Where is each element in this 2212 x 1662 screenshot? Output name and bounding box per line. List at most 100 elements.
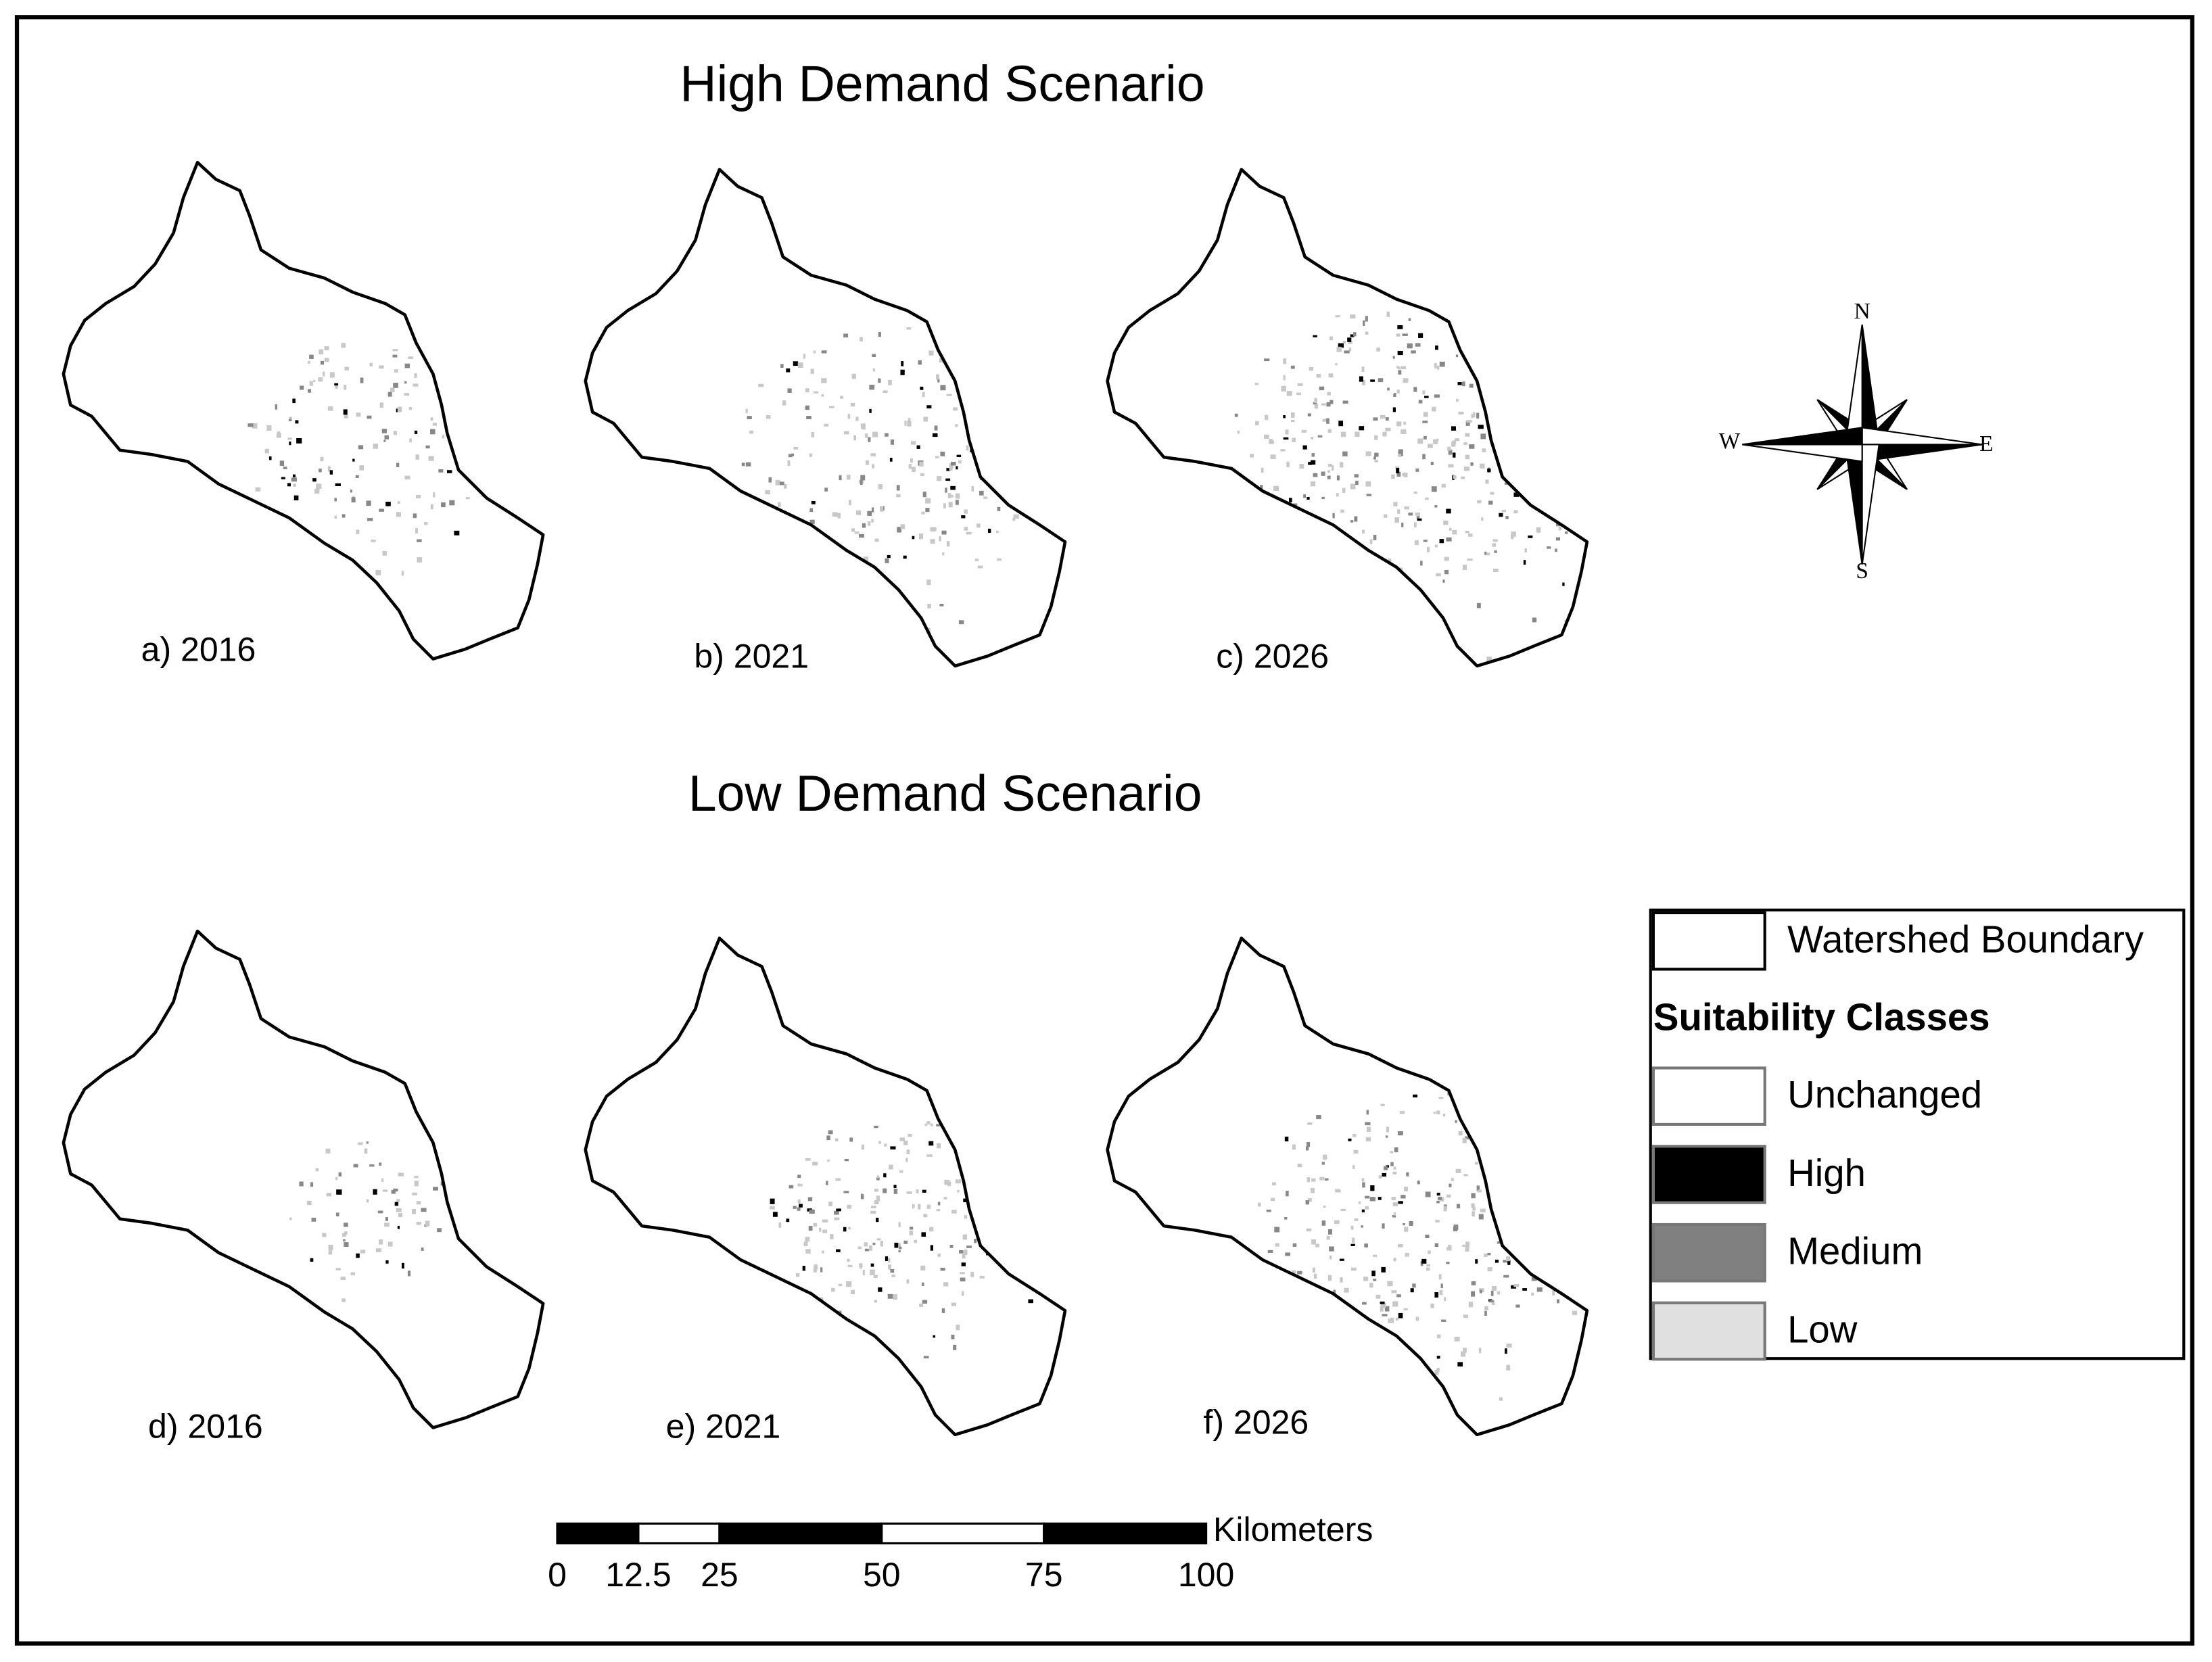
raster-cell	[1396, 421, 1402, 427]
raster-cell	[1436, 1356, 1440, 1359]
raster-cell	[1365, 451, 1371, 456]
raster-cell	[1382, 431, 1387, 437]
raster-cell	[1503, 1275, 1509, 1278]
raster-cell	[805, 405, 810, 410]
raster-cell	[906, 1279, 910, 1284]
raster-cell	[930, 539, 935, 544]
raster-cell	[1387, 387, 1390, 391]
raster-cell	[903, 1240, 908, 1244]
raster-cell	[1501, 510, 1506, 513]
panel-label: b) 2021	[694, 638, 809, 675]
raster-cell	[338, 1172, 342, 1177]
raster-cell	[1314, 398, 1317, 403]
raster-cell	[433, 492, 436, 498]
raster-cell	[1438, 1274, 1442, 1280]
raster-cell	[926, 405, 932, 409]
raster-cell	[1336, 475, 1340, 481]
raster-cell	[390, 387, 395, 393]
raster-cell	[803, 1241, 808, 1246]
raster-cell	[1342, 400, 1348, 404]
raster-cell	[384, 435, 390, 440]
raster-cell	[1515, 1304, 1520, 1308]
suitability-raster	[769, 1121, 1066, 1358]
raster-cell	[1312, 1267, 1316, 1273]
raster-cell	[416, 494, 421, 498]
raster-cell	[1465, 1241, 1470, 1248]
raster-cell	[870, 1210, 876, 1214]
raster-cell	[979, 1275, 985, 1279]
raster-cell	[811, 500, 816, 504]
raster-cell	[1352, 1133, 1357, 1137]
raster-cell	[342, 1233, 346, 1237]
raster-cell	[898, 1246, 902, 1250]
raster-cell	[1403, 421, 1406, 425]
raster-cell	[308, 360, 310, 364]
raster-cell	[1457, 1362, 1463, 1367]
raster-cell	[1311, 453, 1315, 457]
raster-cell	[1513, 1284, 1520, 1287]
raster-cell	[960, 1277, 966, 1282]
raster-cell	[1471, 1291, 1476, 1297]
raster-cell	[407, 1271, 411, 1277]
raster-cell	[287, 437, 292, 440]
raster-cell	[941, 1308, 945, 1313]
raster-cell	[1329, 1246, 1334, 1252]
raster-cell	[883, 390, 888, 394]
raster-cell	[888, 379, 892, 385]
raster-cell	[356, 1253, 360, 1258]
raster-cell	[1536, 1287, 1543, 1292]
raster-cell	[1404, 1227, 1409, 1232]
raster-cell	[780, 364, 784, 368]
raster-cell	[325, 1148, 331, 1154]
raster-cell	[381, 1178, 384, 1183]
raster-cell	[769, 1206, 775, 1210]
raster-cell	[971, 485, 974, 492]
raster-cell	[1380, 1301, 1385, 1304]
raster-cell	[797, 1174, 801, 1179]
raster-cell	[997, 506, 1001, 511]
raster-cell	[1361, 366, 1365, 373]
raster-cell	[1528, 535, 1533, 538]
raster-cell	[1375, 1294, 1381, 1299]
raster-cell	[1275, 1243, 1279, 1247]
raster-cell	[784, 483, 787, 489]
raster-cell	[283, 467, 287, 469]
raster-cell	[809, 519, 815, 524]
raster-cell	[846, 475, 851, 480]
raster-cell	[1359, 426, 1365, 431]
raster-cell	[1486, 657, 1492, 663]
raster-cell	[1398, 1312, 1403, 1319]
panel-label: c) 2026	[1216, 638, 1329, 675]
raster-cell	[1327, 463, 1332, 467]
raster-cell	[1434, 505, 1438, 508]
raster-cell	[1435, 1219, 1440, 1222]
raster-cell	[814, 1264, 818, 1270]
raster-cell	[1403, 1308, 1408, 1311]
raster-cell	[1344, 1287, 1349, 1293]
raster-cell	[364, 1148, 368, 1154]
raster-cell	[1487, 468, 1491, 473]
raster-cell	[797, 1199, 801, 1204]
raster-cell	[387, 1241, 393, 1247]
raster-cell	[855, 417, 859, 421]
raster-cell	[442, 435, 445, 439]
raster-cell	[871, 519, 874, 523]
raster-cell	[907, 421, 912, 427]
raster-cell	[281, 477, 285, 479]
raster-cell	[1413, 387, 1417, 392]
raster-cell	[768, 477, 772, 483]
raster-cell	[1469, 444, 1475, 449]
raster-cell	[826, 1135, 830, 1141]
raster-cell	[1398, 567, 1403, 570]
raster-cell	[394, 369, 398, 373]
raster-cell	[1306, 1228, 1312, 1232]
raster-cell	[919, 1303, 924, 1307]
raster-cell	[1490, 492, 1495, 495]
raster-cell	[820, 1267, 823, 1273]
raster-cell	[1523, 560, 1526, 565]
raster-cell	[1373, 534, 1377, 540]
raster-cell	[955, 493, 960, 499]
raster-cell	[928, 627, 931, 634]
scale-label: 100	[1178, 1556, 1235, 1594]
raster-cell	[987, 528, 991, 533]
